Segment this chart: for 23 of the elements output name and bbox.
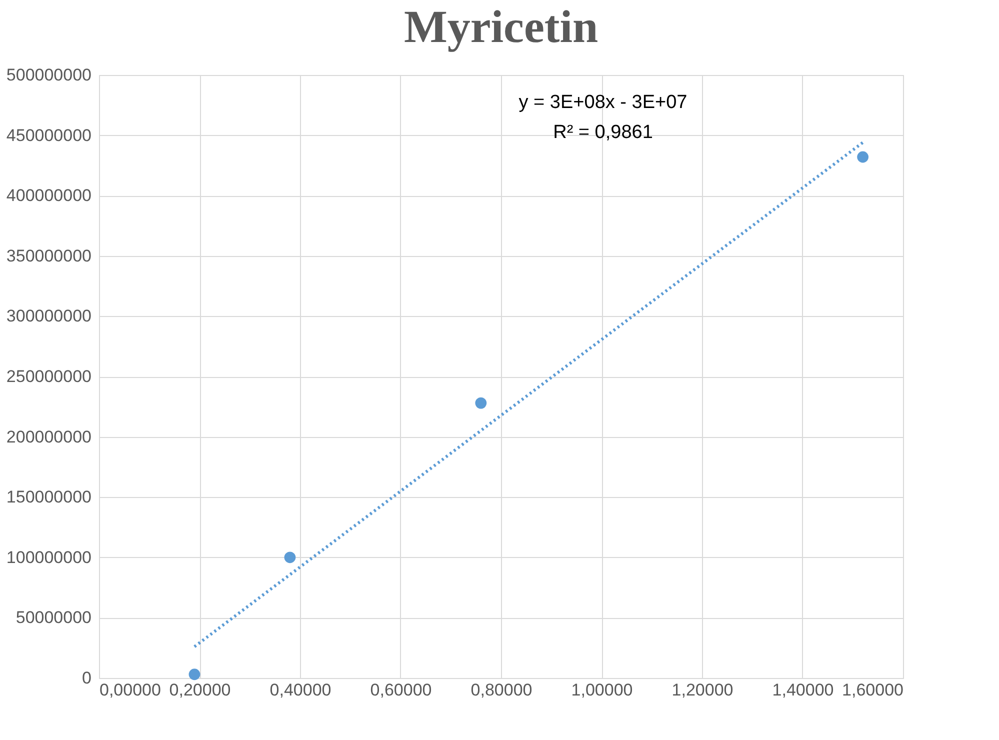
annotation: R² = 0,9861 <box>553 122 653 143</box>
y-tick-label: 50000000 <box>16 608 92 628</box>
x-tick-label: 0,80000 <box>470 680 532 700</box>
x-tick-label: 0,00000 <box>100 680 161 700</box>
y-tick-label: 350000000 <box>6 246 92 266</box>
y-tick-label: 0 <box>82 668 92 688</box>
x-tick-label: 1,20000 <box>672 680 734 700</box>
y-tick-label: 150000000 <box>6 488 92 507</box>
y-tick-label: 250000000 <box>6 367 92 386</box>
y-tick-label: 300000000 <box>6 306 92 326</box>
y-tick-label: 400000000 <box>6 186 92 206</box>
y-tick-label: 500000000 <box>6 66 92 84</box>
annotation: y = 3E+08x - 3E+07 <box>518 92 688 113</box>
x-tick-label: 0,20000 <box>169 680 231 700</box>
x-tick-label: 1,00000 <box>571 680 633 700</box>
y-tick-label: 100000000 <box>6 548 92 567</box>
y-tick-label: 450000000 <box>6 126 92 145</box>
x-tick-label: 0,60000 <box>370 680 432 700</box>
y-tick-label: 200000000 <box>6 427 92 446</box>
x-tick-label: 1,60000 <box>842 680 904 700</box>
chart-title: Myricetin <box>404 1 598 52</box>
x-tick-label: 0,40000 <box>270 680 332 700</box>
x-tick-label: 1,40000 <box>772 680 834 700</box>
